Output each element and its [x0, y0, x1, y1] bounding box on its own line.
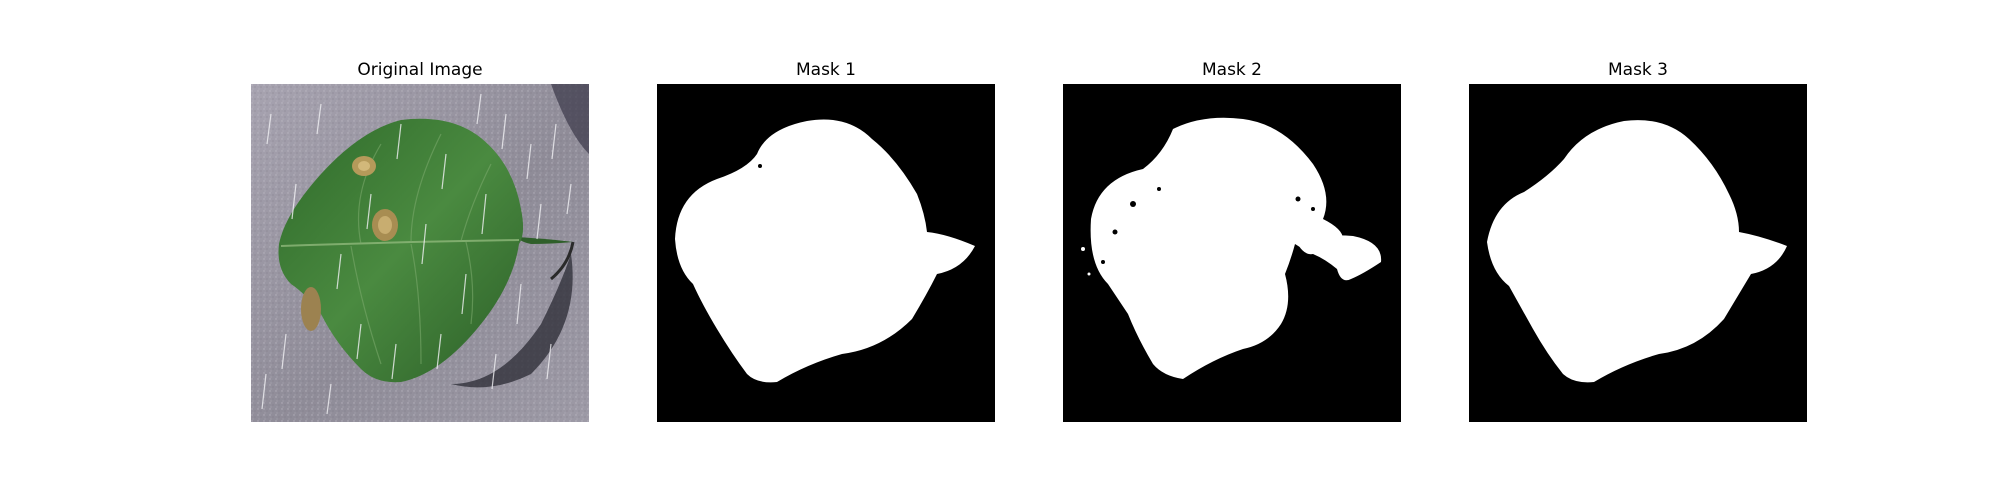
mask-1-image — [657, 84, 995, 422]
mask-2-panel: Mask 2 — [1063, 57, 1401, 441]
mask-3-image — [1469, 84, 1807, 422]
mask-3-panel: Mask 3 — [1469, 57, 1807, 441]
panel-title: Original Image — [357, 60, 483, 80]
panel-title: Mask 3 — [1607, 60, 1668, 80]
original-image — [251, 84, 589, 422]
mask-2-image — [1063, 84, 1401, 422]
panel-title: Mask 2 — [1201, 60, 1262, 80]
original-image-panel: Original Image — [251, 57, 589, 441]
mask-1-panel: Mask 1 — [657, 57, 995, 441]
panel-title: Mask 1 — [795, 60, 856, 80]
